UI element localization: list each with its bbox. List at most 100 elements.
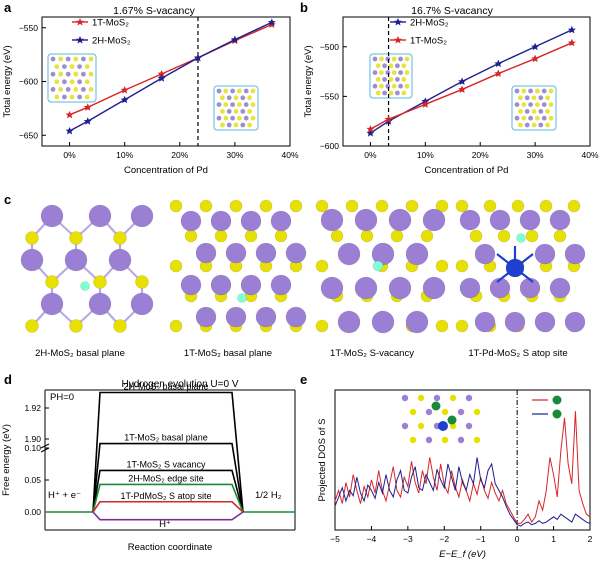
- inset-atom: [58, 87, 63, 92]
- s-atom: [184, 229, 198, 243]
- inset-atom: [243, 115, 249, 121]
- panel-d-title: Hydrogen evolution U=0 V: [121, 379, 238, 390]
- pathway-label: 1T-MoS₂ basal plane: [124, 433, 208, 443]
- inset-atom: [538, 122, 544, 128]
- structure-inset: [511, 85, 557, 131]
- inset-atom: [233, 109, 239, 114]
- dos-line: [334, 457, 591, 527]
- inset-atom: [77, 94, 82, 100]
- s-atom: [330, 229, 344, 243]
- inset-atom: [223, 102, 229, 107]
- data-point-star: [65, 126, 74, 135]
- inset-atom: [514, 102, 520, 107]
- s-atom: [244, 229, 258, 243]
- y-axis-label: Free energy (eV): [1, 424, 12, 496]
- y-tick-label: 0.10: [24, 443, 41, 453]
- y-axis-label: Projected DOS of S: [317, 419, 328, 502]
- data-point-star: [567, 38, 576, 47]
- ph-label: PH=0: [50, 392, 74, 403]
- mo-atom: [225, 242, 247, 264]
- mo-atom: [337, 310, 361, 334]
- s-atom: [345, 199, 359, 213]
- mo-atom: [285, 242, 307, 264]
- inset-atom: [247, 122, 253, 128]
- s-atom: [25, 231, 39, 245]
- inset-atom: [401, 77, 407, 82]
- inset-atom: [372, 83, 378, 89]
- x-tick-label: 20%: [171, 150, 188, 160]
- chart-e: −5 −4 −3 −2 −1 0 1 2 E−E_f (eV) Projected DOS of …: [317, 389, 593, 560]
- s-atom: [567, 199, 581, 213]
- pathway-line: [92, 469, 244, 513]
- mo-atom: [422, 276, 446, 300]
- mo-atom: [240, 274, 262, 296]
- y-tick-label: 0.05: [24, 475, 41, 485]
- mo-atom: [534, 311, 556, 333]
- inset-atom: [233, 122, 239, 128]
- pathway-label: 1T-MoS₂ S vacancy: [126, 459, 206, 469]
- legend-label: 1T-MoS₂: [410, 36, 447, 47]
- inset-atom: [449, 394, 457, 402]
- inset-atom: [250, 102, 256, 107]
- inset-atom: [81, 71, 86, 77]
- inset-atom: [528, 88, 533, 94]
- pd-atom: [505, 258, 525, 278]
- x-tick-label: 30%: [527, 150, 544, 160]
- inset-atom: [545, 95, 550, 101]
- data-point-star: [458, 85, 467, 93]
- mo-atom: [255, 306, 277, 328]
- inset-atom: [73, 71, 79, 77]
- legend-marker: [394, 36, 402, 44]
- mo-atom: [320, 276, 344, 300]
- mo-atom: [270, 210, 292, 232]
- inset-atom: [382, 77, 387, 82]
- s-atom: [169, 259, 183, 273]
- panel-letter-a: a: [4, 0, 12, 15]
- inset-atom: [538, 95, 544, 101]
- inset-atom: [391, 70, 397, 75]
- x-tick-label: 20%: [472, 150, 489, 160]
- pathway-line: [92, 442, 244, 513]
- y-tick-label: −550: [19, 23, 38, 33]
- y-tick-label: −550: [320, 91, 339, 101]
- panel-letter-b: b: [300, 0, 308, 15]
- mo-atom: [64, 248, 88, 272]
- mo-atom: [225, 306, 247, 328]
- chart-b: 0% 10% 20% 30% 40% −600 −550 −500 Concentration …: [303, 16, 599, 176]
- inset-atom: [69, 79, 75, 85]
- inset-atom: [226, 122, 232, 128]
- inset-atom: [391, 83, 397, 89]
- pathway-label: 1T-PdMoS₂ S atop site: [120, 491, 211, 501]
- inset-atom: [404, 56, 410, 62]
- inset-atom: [73, 87, 79, 92]
- inset-atom: [62, 94, 67, 100]
- mo-atom: [371, 310, 395, 334]
- inset-atom: [401, 90, 407, 96]
- s-atom: [360, 229, 374, 243]
- inset-atom: [379, 70, 384, 75]
- inset-atom: [521, 88, 527, 94]
- pathway-line: [92, 391, 244, 513]
- inset-atom: [433, 394, 441, 402]
- mo-atom: [474, 243, 496, 265]
- s-atom: [259, 199, 273, 213]
- x-axis-label: Concentration of Pd: [425, 165, 509, 176]
- inset-atom: [54, 79, 60, 85]
- mo-atom: [371, 242, 395, 266]
- inset-atom: [223, 115, 229, 121]
- data-point-star: [83, 117, 92, 125]
- mo-atom: [40, 292, 64, 316]
- inset-atom: [417, 394, 425, 402]
- inset-atom: [518, 95, 523, 101]
- inset-atom: [388, 90, 394, 96]
- y-tick-label: −600: [320, 141, 339, 151]
- y-tick-label: −650: [19, 130, 38, 140]
- mo-atom: [337, 242, 361, 266]
- inset-atom: [65, 87, 71, 92]
- inset-atom: [548, 102, 554, 107]
- inset-atom: [88, 87, 94, 92]
- inset-atom: [220, 122, 225, 128]
- inset-atom: [226, 109, 232, 114]
- inset-atom: [247, 109, 253, 114]
- inset-atom: [247, 95, 253, 101]
